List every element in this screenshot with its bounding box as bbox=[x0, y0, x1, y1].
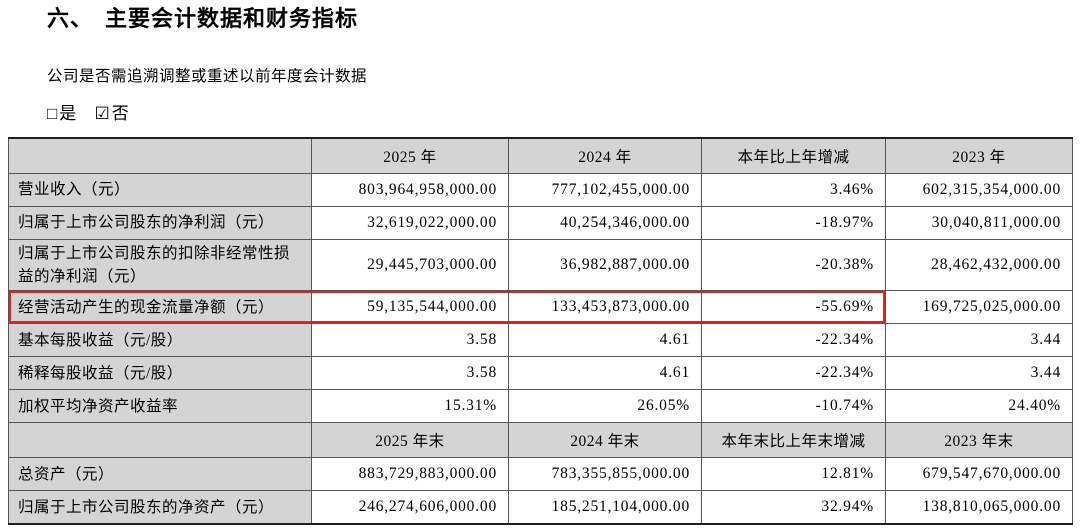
cell-value: 138,810,065,000.00 bbox=[885, 490, 1073, 525]
cell-value: 133,453,873,000.00 bbox=[508, 290, 702, 325]
cell-value: 32,619,022,000.00 bbox=[311, 205, 509, 240]
cell-value: 169,725,025,000.00 bbox=[885, 290, 1073, 325]
table-row: 加权平均净资产收益率 15.31% 26.05% -10.74% 24.40% bbox=[8, 389, 1073, 424]
column-header bbox=[8, 137, 312, 174]
cell-value: 4.61 bbox=[508, 323, 702, 358]
cell-value: 783,355,855,000.00 bbox=[508, 457, 702, 492]
table-row: 经营活动产生的现金流量净额（元） 59,135,544,000.00 133,453… bbox=[8, 290, 1073, 325]
row-label: 归属于上市公司股东的净资产（元） bbox=[8, 490, 312, 525]
cell-value: 679,547,670,000.00 bbox=[885, 457, 1073, 492]
table-header-row: 2025 年 2024 年本年比上年增减 2023 年 bbox=[8, 137, 1073, 174]
cell-value: 777,102,455,000.00 bbox=[508, 172, 702, 207]
table-row: 归属于上市公司股东的净利润（元） 32,619,022,000.00 40,254,… bbox=[8, 205, 1073, 240]
column-header: 2025 年 bbox=[311, 137, 509, 174]
cell-value: 24.40% bbox=[885, 389, 1073, 424]
checkbox-unchecked-icon: □ bbox=[47, 104, 58, 124]
row-label: 基本每股收益（元/股） bbox=[8, 323, 312, 358]
document: 六、 主要会计数据和财务指标 公司是否需追溯调整或重述以前年度会计数据 □ 是 ☑ 否… bbox=[0, 6, 1080, 530]
financial-indicators-table: 2025 年 2024 年本年比上年增减 2023 年营业收入（元） 803,964,… bbox=[8, 137, 1073, 525]
cell-value: 602,315,354,000.00 bbox=[885, 172, 1073, 207]
cell-value: 12.81% bbox=[701, 457, 886, 492]
cell-value: 26.05% bbox=[508, 389, 702, 424]
column-header: 2023 年末 bbox=[885, 422, 1073, 459]
checkbox-checked-icon: ☑ bbox=[94, 104, 110, 124]
table-row: 归属于上市公司股东的净资产（元） 246,274,606,000.00 185,25… bbox=[8, 490, 1073, 525]
row-label: 总资产（元） bbox=[8, 457, 312, 492]
financial-table-body: 2025 年 2024 年本年比上年增减 2023 年营业收入（元） 803,964,… bbox=[8, 137, 1073, 525]
column-header bbox=[8, 422, 312, 459]
cell-value: -22.34% bbox=[701, 356, 886, 391]
column-header: 2023 年 bbox=[885, 137, 1073, 174]
row-label: 归属于上市公司股东的扣除非经常性损益的净利润（元） bbox=[8, 238, 312, 292]
cell-value: 30,040,811,000.00 bbox=[885, 205, 1073, 240]
option-yes: □ 是 bbox=[47, 104, 76, 123]
cell-value: 803,964,958,000.00 bbox=[311, 172, 509, 207]
cell-value: 883,729,883,000.00 bbox=[311, 457, 509, 492]
option-no-label: 否 bbox=[111, 104, 129, 124]
row-label: 稀释每股收益（元/股） bbox=[8, 356, 312, 391]
table-row: 总资产（元） 883,729,883,000.00 783,355,855,000.… bbox=[8, 457, 1073, 492]
row-label: 经营活动产生的现金流量净额（元） bbox=[8, 290, 312, 325]
column-header: 本年比上年增减 bbox=[701, 137, 886, 174]
cell-value: 15.31% bbox=[311, 389, 509, 424]
option-no: ☑ 否 bbox=[95, 104, 129, 123]
cell-value: 28,462,432,000.00 bbox=[885, 238, 1073, 292]
section-title: 六、 主要会计数据和财务指标 bbox=[47, 6, 1080, 32]
cell-value: 32.94% bbox=[701, 490, 886, 525]
table-row: 基本每股收益（元/股） 3.58 4.61 -22.34% 3.44 bbox=[8, 323, 1073, 358]
cell-value: 3.44 bbox=[885, 323, 1073, 358]
cell-value: 36,982,887,000.00 bbox=[508, 238, 702, 292]
cell-value: 3.44 bbox=[885, 356, 1073, 391]
table-row: 稀释每股收益（元/股） 3.58 4.61 -22.34% 3.44 bbox=[8, 356, 1073, 391]
table-row: 营业收入（元） 803,964,958,000.00 777,102,455,000… bbox=[8, 172, 1073, 207]
restatement-options: □ 是 ☑ 否 bbox=[47, 99, 1080, 124]
cell-value: 29,445,703,000.00 bbox=[311, 238, 509, 292]
row-label: 加权平均净资产收益率 bbox=[8, 389, 312, 424]
cell-value: 3.46% bbox=[701, 172, 886, 207]
column-header: 本年末比上年末增减 bbox=[701, 422, 886, 459]
cell-value: -20.38% bbox=[701, 238, 886, 292]
row-label: 归属于上市公司股东的净利润（元） bbox=[8, 205, 312, 240]
section-number: 六、 bbox=[47, 6, 94, 31]
table-row: 归属于上市公司股东的扣除非经常性损益的净利润（元） 29,445,703,000.… bbox=[8, 238, 1073, 292]
cell-value: 185,251,104,000.00 bbox=[508, 490, 702, 525]
cell-value: -22.34% bbox=[701, 323, 886, 358]
row-label: 营业收入（元） bbox=[8, 172, 312, 207]
table-header-row: 2025 年末 2024 年末 本年末比上年末增减 2023 年末 bbox=[8, 422, 1073, 459]
section-title-text: 主要会计数据和财务指标 bbox=[105, 6, 359, 31]
cell-value: -18.97% bbox=[701, 205, 886, 240]
restatement-question: 公司是否需追溯调整或重述以前年度会计数据 bbox=[47, 68, 368, 86]
column-header: 2024 年末 bbox=[508, 422, 702, 459]
cell-value: 4.61 bbox=[508, 356, 702, 391]
cell-value: -10.74% bbox=[701, 389, 886, 424]
option-yes-label: 是 bbox=[59, 104, 77, 124]
cell-value: 3.58 bbox=[311, 356, 509, 391]
cell-value: 246,274,606,000.00 bbox=[311, 490, 509, 525]
cell-value: 3.58 bbox=[311, 323, 509, 358]
cell-value: 59,135,544,000.00 bbox=[311, 290, 509, 325]
cell-value: 40,254,346,000.00 bbox=[508, 205, 702, 240]
column-header: 2025 年末 bbox=[311, 422, 509, 459]
column-header: 2024 年 bbox=[508, 137, 702, 174]
cell-value: -55.69% bbox=[701, 290, 886, 325]
